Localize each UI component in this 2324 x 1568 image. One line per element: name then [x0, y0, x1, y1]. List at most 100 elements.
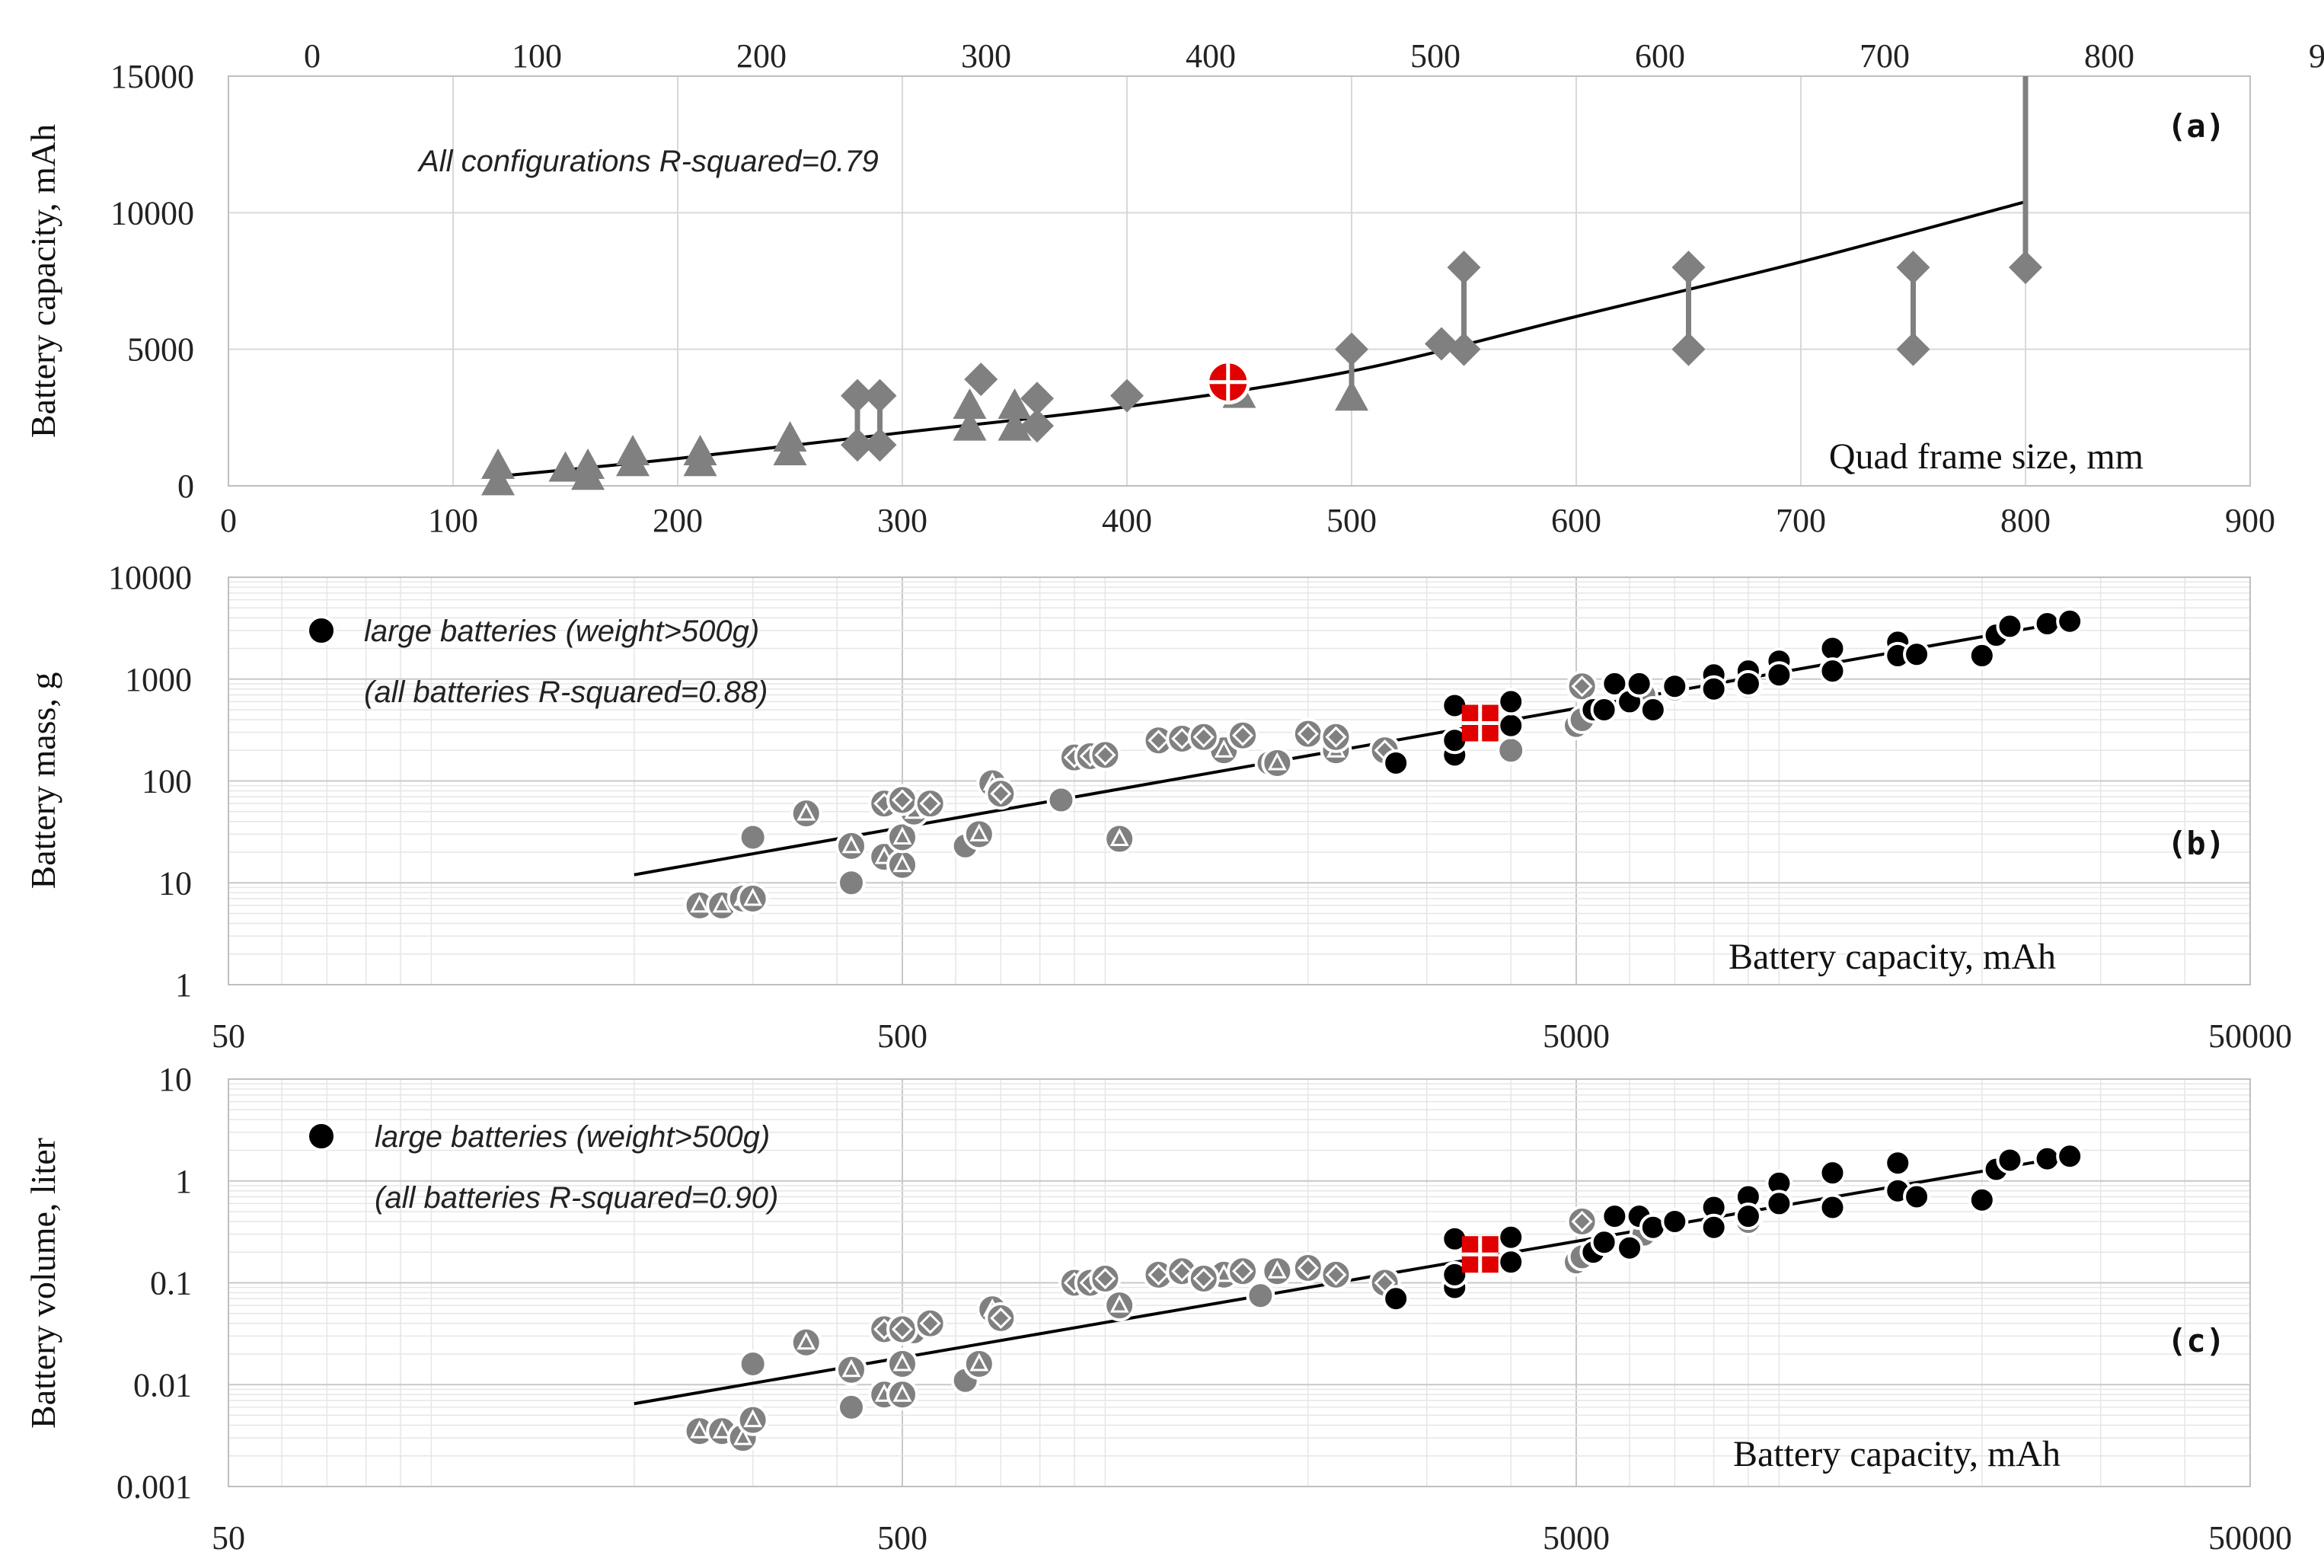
- panel-b-point-black-circle: [1700, 675, 1728, 703]
- panel-c-plot-frame: [228, 1078, 2251, 1487]
- panel-a-fit-line: [497, 200, 2026, 478]
- panel-a-plot-frame: [228, 75, 2251, 487]
- panel-a-point-diamond: [841, 378, 874, 413]
- panel-c-legend-label: large batteries (weight>500g): [375, 1120, 770, 1154]
- panel-b-point-gray-triangle: [736, 882, 769, 915]
- panel-b-point-black-circle: [1968, 641, 1996, 669]
- panel-a-x-tick-label: 0: [220, 502, 237, 539]
- panel-a-point-triangle: [773, 434, 807, 465]
- panel-a-top-x-tick-label: 300: [961, 37, 1011, 75]
- panel-a-top-x-tick-label: 800: [2084, 37, 2134, 75]
- panel-c-x-tick-label: 500: [877, 1519, 927, 1557]
- panel-a-point-diamond: [1110, 378, 1144, 413]
- panel-a-x-tick-label: 600: [1551, 502, 1601, 539]
- panel-a-top-x-tick-label: 900: [2309, 37, 2324, 75]
- panel-c-point-black-circle: [1818, 1159, 1847, 1187]
- panel-c-y-tick-label: 0.001: [117, 1468, 192, 1506]
- panel-b-point-black-circle: [1765, 661, 1793, 689]
- panel-b-point-gray-triangle: [790, 797, 822, 830]
- panel-b-tick-labels: 50 500 5000 50000 1 10 100 1000 10000: [108, 559, 2292, 1055]
- panel-a-top-x-tick-label: 700: [1860, 37, 1910, 75]
- panel-a-x-tick-label: 500: [1326, 502, 1377, 539]
- panel-c-point-gray-diamond: [1089, 1262, 1122, 1295]
- panel-c-point-gray-triangle: [736, 1404, 769, 1436]
- panel-c-chart: 50 500 5000 50000 0.001 0.01 0.1 1 10 large batt…: [24, 1061, 2292, 1557]
- panel-b-y-axis-title: Battery mass, g: [24, 672, 62, 889]
- panel-b-point-black-circle: [2056, 607, 2084, 635]
- panel-c-y-tick-label: 0.01: [133, 1366, 192, 1404]
- panel-c-point-black-circle: [1765, 1190, 1793, 1218]
- panel-a-x-axis-title: Quad frame size, mm: [1829, 436, 2144, 477]
- panel-a-y-tick-label: 5000: [127, 331, 194, 369]
- panel-a-x-tick-label: 300: [877, 502, 927, 539]
- panel-c-point-gray-triangle: [962, 1347, 995, 1380]
- panel-b-point-gray-circle: [1046, 785, 1076, 815]
- panel-c-point-gray-diamond: [985, 1301, 1017, 1334]
- panel-a-x-tick-label: 700: [1776, 502, 1826, 539]
- panel-c-point-black-circle: [1601, 1202, 1629, 1231]
- panel-c-point-black-circle: [1903, 1183, 1931, 1211]
- panel-a-point-diamond: [863, 428, 897, 462]
- panel-a-chart: 0 100 200 300 400 500 600 700 800 900 0 100 200 300 40…: [24, 37, 2324, 539]
- panel-b-point-gray-circle: [1496, 736, 1526, 765]
- panel-c-point-black-circle: [1996, 1146, 2024, 1174]
- panel-c-y-tick-label: 1: [175, 1163, 192, 1200]
- panel-b-point-gray-diamond: [886, 784, 918, 816]
- panel-c-point-gray-diamond: [1227, 1255, 1259, 1288]
- panel-a-x-tick-label: 900: [2225, 502, 2275, 539]
- panel-c-y-tick-label: 0.1: [150, 1265, 192, 1302]
- panel-a-x-tick-label: 200: [653, 502, 703, 539]
- panel-b-point-black-circle: [1590, 696, 1618, 724]
- panel-a-point-diamond: [1447, 332, 1481, 366]
- panel-b-point-gray-circle: [738, 822, 768, 852]
- panel-a-point-diamond: [964, 362, 998, 397]
- panel-c-point-black-circle: [1497, 1248, 1525, 1276]
- panel-b-y-tick-label: 10: [158, 864, 192, 902]
- panel-b-point-red-square: [1461, 704, 1499, 742]
- panel-a-point-diamond: [841, 428, 874, 462]
- panel-c-point-gray-circle: [836, 1392, 866, 1422]
- panel-a-point-triangle: [481, 448, 515, 479]
- panel-c-annotation: (all batteries R-squared=0.90): [375, 1181, 778, 1215]
- panel-a-top-x-tick-label: 500: [1410, 37, 1460, 75]
- panel-c-x-tick-label: 5000: [1543, 1519, 1610, 1557]
- panel-c-point-black-circle: [1968, 1186, 1996, 1214]
- panel-a-point-triangle: [616, 445, 650, 477]
- panel-b-point-gray-triangle: [962, 818, 995, 851]
- panel-b-y-tick-label: 1: [175, 966, 192, 1004]
- panel-c-point-black-circle: [1884, 1149, 1912, 1177]
- panel-b-point-gray-diamond: [1566, 670, 1598, 703]
- panel-c-point-gray-circle: [1246, 1281, 1275, 1311]
- panel-c-x-tick-label: 50000: [2208, 1519, 2292, 1557]
- panel-a-label: (a): [2167, 107, 2225, 145]
- panel-b-point-black-circle: [1625, 669, 1653, 698]
- panel-c-point-gray-diamond: [1187, 1262, 1220, 1295]
- panel-c-point-gray-triangle: [886, 1378, 918, 1411]
- panel-a-y-tick-label: 15000: [110, 58, 194, 95]
- panel-b-point-gray-diamond: [1320, 720, 1352, 753]
- panel-c-point-gray-triangle: [886, 1347, 918, 1380]
- panel-b-legend-label: large batteries (weight>500g): [364, 615, 759, 648]
- panel-b-point-black-circle: [1497, 711, 1525, 739]
- panel-a-y-axis-title: Battery capacity, mAh: [24, 124, 62, 438]
- panel-b-point-gray-diamond: [985, 778, 1017, 810]
- panel-c-grid: [228, 1078, 2251, 1487]
- panel-b-legend-marker: [306, 615, 337, 646]
- panel-b-x-tick-label: 50: [212, 1017, 245, 1055]
- panel-a-point-triangle: [571, 459, 605, 490]
- panel-c-point-gray-triangle: [1261, 1255, 1294, 1288]
- panel-a-point-diamond: [1896, 251, 1930, 285]
- panel-a-top-x-tick-label: 200: [736, 37, 787, 75]
- panel-c-point-gray-diamond: [1566, 1205, 1598, 1237]
- panel-b-point-gray-diamond: [1187, 720, 1220, 753]
- panel-c-point-black-circle: [1616, 1234, 1644, 1262]
- panel-c-point-black-circle: [1497, 1223, 1525, 1251]
- panel-c-point-black-circle: [1661, 1207, 1689, 1235]
- panel-c-point-gray-diamond: [886, 1313, 918, 1346]
- panel-b-x-axis-title: Battery capacity, mAh: [1729, 937, 2056, 977]
- panel-b-point-black-circle: [1639, 696, 1667, 724]
- panel-c-y-axis-title: Battery volume, liter: [24, 1138, 62, 1429]
- panel-b-point-gray-diamond: [1227, 719, 1259, 752]
- panel-b-point-gray-triangle: [886, 821, 918, 854]
- panel-a-point-triangle: [953, 410, 987, 441]
